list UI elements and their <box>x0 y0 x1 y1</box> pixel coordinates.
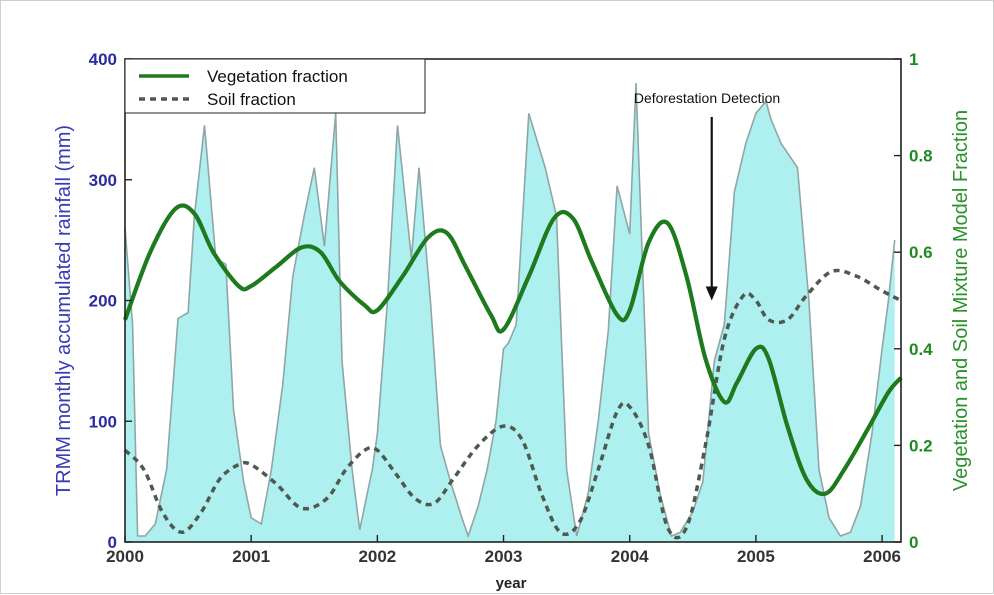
x-tick-label: 2001 <box>232 547 270 566</box>
y-right-tick-label: 0.2 <box>909 436 933 455</box>
y-axis-label-right: Vegetation and Soil Mixture Model Fracti… <box>950 110 972 491</box>
x-tick-label: 2003 <box>485 547 523 566</box>
x-tick-label: 2002 <box>358 547 396 566</box>
y-right-tick-label: 0 <box>909 533 918 552</box>
y-right-tick-label: 0.4 <box>909 340 933 359</box>
y-left-tick-label: 200 <box>89 292 117 311</box>
y-right-tick-label: 0.8 <box>909 147 933 166</box>
x-tick-label: 2000 <box>106 547 144 566</box>
x-axis-label: year <box>496 575 527 592</box>
y-right-tick-label: 1 <box>909 50 918 69</box>
legend-label-soil: Soil fraction <box>207 90 296 109</box>
legend: Vegetation fraction Soil fraction <box>125 59 425 113</box>
y-left-tick-label: 100 <box>89 412 117 431</box>
x-tick-label: 2004 <box>611 547 649 566</box>
x-tick-label: 2006 <box>863 547 901 566</box>
x-tick-label: 2005 <box>737 547 775 566</box>
annotation-text: Deforestation Detection <box>634 90 780 106</box>
y-right-tick-label: 0.6 <box>909 243 933 262</box>
y-axis-label-left: TRMM monthly accumulated rainfall (mm) <box>53 125 75 496</box>
y-left-tick-label: 400 <box>89 50 117 69</box>
y-left-tick-label: 300 <box>89 171 117 190</box>
legend-label-vegetation: Vegetation fraction <box>207 67 348 86</box>
